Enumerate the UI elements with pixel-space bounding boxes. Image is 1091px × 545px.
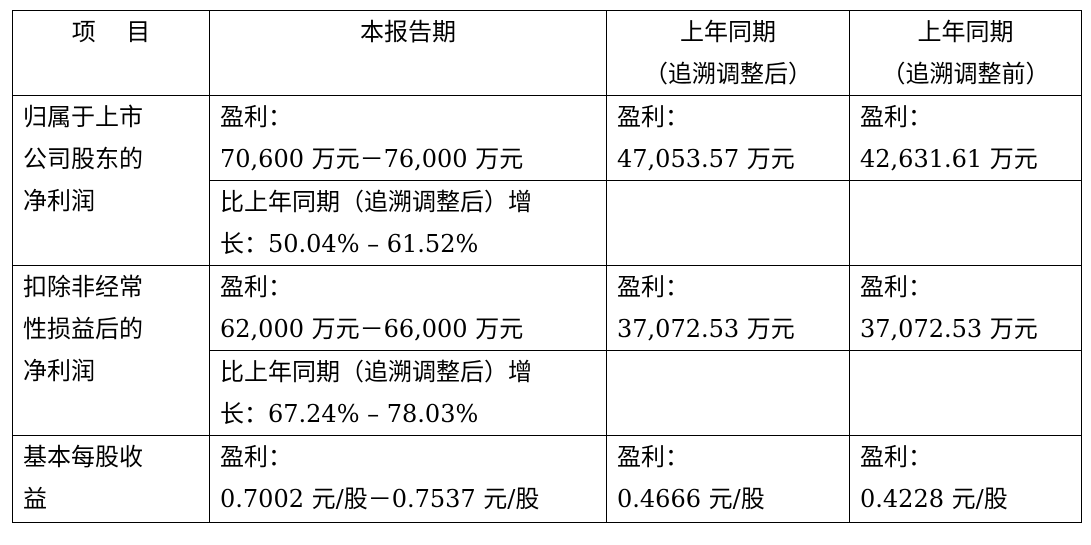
header-prior-original: 上年同期 （追溯调整前） bbox=[849, 10, 1082, 96]
profit-label: 盈利： bbox=[220, 273, 292, 301]
prior-adjusted-cell: 盈利： 47,053.57 万元 bbox=[606, 95, 850, 181]
profit-label: 盈利： bbox=[860, 103, 932, 131]
prior-original-cell: 盈利： 42,631.61 万元 bbox=[849, 95, 1082, 181]
row-item-line: 益 bbox=[23, 485, 47, 513]
prior-adjusted-cell: 盈利： 0.4666 元/股 bbox=[606, 435, 850, 523]
row-item-line: 性损益后的 bbox=[23, 315, 143, 343]
header-current-period: 本报告期 bbox=[209, 10, 607, 96]
row-item-line: 净利润 bbox=[23, 187, 95, 215]
growth-text: 比上年同期（追溯调整后）增 bbox=[220, 358, 532, 386]
current-period-cell: 盈利： 70,600 万元－76,000 万元 bbox=[209, 95, 607, 181]
profit-label: 盈利： bbox=[220, 103, 292, 131]
prior-adjusted-cell: 盈利： 37,072.53 万元 bbox=[606, 265, 850, 351]
header-prior-original-line1: 上年同期 bbox=[917, 18, 1014, 46]
row-item-line: 公司股东的 bbox=[23, 145, 143, 173]
growth-cell: 比上年同期（追溯调整后）增 长：50.04% – 61.52% bbox=[209, 180, 607, 266]
profit-label: 盈利： bbox=[617, 443, 689, 471]
prior-original-value: 42,631.61 万元 bbox=[860, 145, 1038, 173]
row-item-line: 扣除非经常 bbox=[23, 273, 143, 301]
header-prior-adjusted-line2: （追溯调整后） bbox=[644, 60, 812, 88]
empty-cell bbox=[606, 350, 850, 436]
prior-adjusted-value: 37,072.53 万元 bbox=[617, 315, 795, 343]
current-value: 70,600 万元－76,000 万元 bbox=[220, 145, 524, 173]
table-row: 基本每股收 益 盈利： 0.7002 元/股－0.7537 元/股 盈利： 0.… bbox=[12, 435, 1082, 523]
empty-cell bbox=[606, 180, 850, 266]
row-item-net-profit-deducted: 扣除非经常 性损益后的 净利润 bbox=[12, 265, 210, 436]
profit-label: 盈利： bbox=[860, 443, 932, 471]
table-row: 扣除非经常 性损益后的 净利润 盈利： 62,000 万元－66,000 万元 … bbox=[12, 265, 1082, 436]
profit-label: 盈利： bbox=[220, 443, 292, 471]
profit-label: 盈利： bbox=[860, 273, 932, 301]
prior-adjusted-value: 0.4666 元/股 bbox=[617, 485, 765, 513]
prior-original-value: 37,072.53 万元 bbox=[860, 315, 1038, 343]
row-item-basic-eps: 基本每股收 益 bbox=[12, 435, 210, 523]
header-prior-adjusted: 上年同期 （追溯调整后） bbox=[606, 10, 850, 96]
growth-range: 长：50.04% – 61.52% bbox=[220, 230, 479, 258]
prior-original-value: 0.4228 元/股 bbox=[860, 485, 1008, 513]
header-prior-original-line2: （追溯调整前） bbox=[881, 60, 1050, 88]
row-item-net-profit: 归属于上市 公司股东的 净利润 bbox=[12, 95, 210, 266]
growth-text: 比上年同期（追溯调整后）增 bbox=[220, 188, 532, 216]
current-value: 62,000 万元－66,000 万元 bbox=[220, 315, 524, 343]
prior-original-cell: 盈利： 37,072.53 万元 bbox=[849, 265, 1082, 351]
row-item-line: 基本每股收 bbox=[23, 443, 143, 471]
profit-label: 盈利： bbox=[617, 273, 689, 301]
earnings-forecast-table: 项 目 本报告期 上年同期 （追溯调整后） 上年同期 （追溯调整前） 归属于上市… bbox=[12, 10, 1082, 523]
empty-cell bbox=[849, 350, 1082, 436]
empty-cell bbox=[849, 180, 1082, 266]
prior-original-cell: 盈利： 0.4228 元/股 bbox=[849, 435, 1082, 523]
header-item-label: 项 目 bbox=[71, 18, 151, 46]
prior-adjusted-value: 47,053.57 万元 bbox=[617, 145, 795, 173]
table-header-row: 项 目 本报告期 上年同期 （追溯调整后） 上年同期 （追溯调整前） bbox=[12, 10, 1082, 96]
current-value: 0.7002 元/股－0.7537 元/股 bbox=[220, 485, 540, 513]
table-row: 比上年同期（追溯调整后）增 长：67.24% – 78.03% bbox=[13, 350, 1082, 436]
header-item: 项 目 bbox=[12, 10, 210, 96]
growth-cell: 比上年同期（追溯调整后）增 长：67.24% – 78.03% bbox=[209, 350, 607, 436]
current-period-cell: 盈利： 0.7002 元/股－0.7537 元/股 bbox=[209, 435, 607, 523]
current-period-cell: 盈利： 62,000 万元－66,000 万元 bbox=[209, 265, 607, 351]
row-item-line: 净利润 bbox=[23, 357, 95, 385]
header-prior-adjusted-line1: 上年同期 bbox=[680, 18, 776, 46]
growth-range: 长：67.24% – 78.03% bbox=[220, 400, 479, 428]
table-row: 归属于上市 公司股东的 净利润 盈利： 70,600 万元－76,000 万元 … bbox=[12, 95, 1082, 266]
profit-label: 盈利： bbox=[617, 103, 689, 131]
row-item-line: 归属于上市 bbox=[23, 103, 143, 131]
